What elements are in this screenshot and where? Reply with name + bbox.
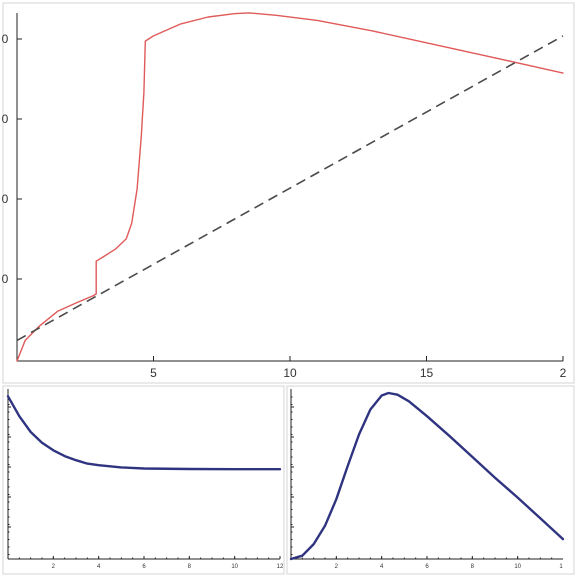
bottom-left-x-tick-label: 12 — [277, 564, 284, 570]
top-y-tick-label: 0 — [2, 112, 9, 126]
top-y-tick-label: 0 — [2, 192, 9, 206]
bottom-right-x-tick-label: 4 — [380, 564, 384, 570]
top-x-tick-label: 2 — [560, 366, 567, 380]
bottom-left-series-solid-line — [6, 395, 282, 471]
bottom-left-x-tick-label: 8 — [188, 564, 192, 570]
top-series-dashed-line — [16, 35, 564, 342]
bottom-right-x-tick-label: 1 — [559, 564, 563, 570]
top-x-tick-label: 15 — [420, 366, 434, 380]
bottom-left-x-tick-label: 6 — [142, 564, 146, 570]
bottom-left-x-tick-label: 4 — [97, 564, 101, 570]
bottom-right-panel-frame — [286, 385, 575, 575]
bottom-left-x-tick-label: 2 — [52, 564, 56, 570]
top-series-solid-line — [16, 12, 564, 362]
bottom-right-x-tick-label: 8 — [471, 564, 475, 570]
top-x-tick-label: 10 — [283, 366, 297, 380]
top-panel-frame — [2, 2, 575, 384]
bottom-left-panel-frame — [2, 385, 285, 575]
bottom-right-x-tick-label: 6 — [425, 564, 429, 570]
top-y-tick-label: 0 — [2, 32, 9, 46]
bottom-right-x-tick-label: 10 — [514, 564, 521, 570]
top-x-tick-label: 5 — [150, 366, 157, 380]
bottom-right-x-tick-label: 2 — [335, 564, 339, 570]
top-y-tick-label: 0 — [2, 272, 9, 286]
bottom-right-series-solid-line — [289, 391, 565, 561]
bottom-left-x-tick-label: 10 — [231, 564, 238, 570]
